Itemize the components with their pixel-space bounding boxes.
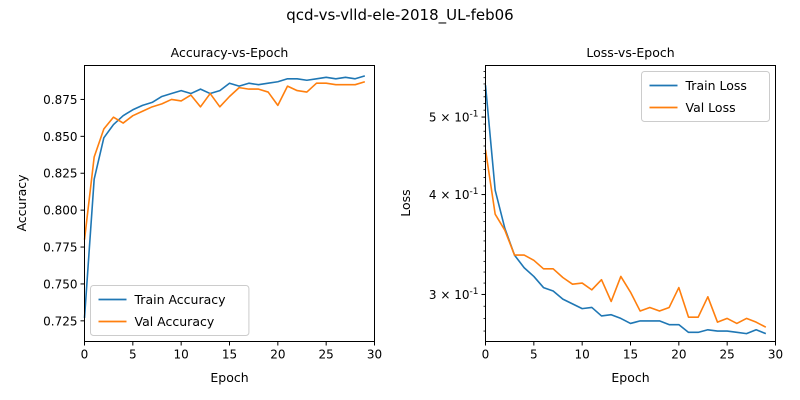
loss-xtick-label: 20	[671, 348, 686, 362]
loss-chart-xlabel: Epoch	[611, 370, 649, 385]
loss-xtick-label: 5	[530, 348, 538, 362]
accuracy-chart-ylabel: Accuracy	[14, 174, 29, 232]
figure-title: qcd-vs-vlld-ele-2018_UL-feb06	[286, 6, 513, 25]
loss-xtick-label: 10	[575, 348, 590, 362]
accuracy-series-line-val	[83, 80, 366, 240]
accuracy-xtick-label: 10	[174, 348, 189, 362]
loss-series-layer	[484, 85, 767, 335]
accuracy-chart-title: Accuracy-vs-Epoch	[171, 45, 289, 60]
accuracy-plot-frame	[84, 65, 375, 342]
loss-xtick-label: 15	[623, 348, 638, 362]
accuracy-chart-panel: Accuracy-vs-Epoch Epoch Accuracy 0 5 10 15 2…	[14, 45, 382, 385]
accuracy-ytick-label: 0.775	[43, 241, 77, 255]
loss-tick-layer: 0 5 10 15 20 25 30 3 × 10-1 4 × 10-1 5 × 10-1	[429, 71, 783, 362]
loss-series-line-val	[484, 149, 767, 328]
loss-chart-ylabel: Loss	[398, 189, 413, 216]
accuracy-legend-label: Train Accuracy	[134, 292, 227, 307]
loss-ytick-label: 4 × 10-1	[429, 187, 479, 202]
accuracy-ytick-label: 0.725	[43, 314, 77, 328]
loss-series-line-train	[484, 85, 767, 335]
accuracy-legend-box	[90, 285, 250, 336]
accuracy-xtick-label: 15	[222, 348, 237, 362]
loss-chart-panel: Loss-vs-Epoch Epoch Loss 0 5 10 15 20 25 30 3 ×…	[398, 45, 783, 385]
loss-ytick-label: 3 × 10-1	[429, 287, 479, 302]
accuracy-xtick-label: 20	[270, 348, 285, 362]
accuracy-series-line-train	[83, 75, 366, 318]
loss-legend-label: Val Loss	[686, 100, 736, 115]
loss-plot-frame	[485, 65, 776, 342]
loss-xtick-label: 30	[768, 348, 783, 362]
loss-ytick-label: 5 × 10-1	[429, 110, 479, 125]
loss-legend: Train Loss Val Loss	[641, 71, 770, 122]
loss-chart-title: Loss-vs-Epoch	[586, 45, 674, 60]
accuracy-tick-layer: 0 5 10 15 20 25 30 0.725 0.750 0.775 0.800 0.825 0.8…	[43, 93, 382, 362]
accuracy-ytick-label: 0.825	[43, 167, 77, 181]
loss-xtick-label: 0	[482, 348, 490, 362]
accuracy-xtick-label: 5	[129, 348, 137, 362]
accuracy-ytick-label: 0.750	[43, 277, 77, 291]
accuracy-chart-xlabel: Epoch	[210, 370, 248, 385]
accuracy-ytick-label: 0.800	[43, 204, 77, 218]
loss-legend-label: Train Loss	[685, 78, 747, 93]
accuracy-xtick-label: 30	[367, 348, 382, 362]
accuracy-legend: Train Accuracy Val Accuracy	[90, 285, 250, 336]
accuracy-xtick-label: 25	[319, 348, 334, 362]
accuracy-ytick-label: 0.850	[43, 130, 77, 144]
accuracy-legend-label: Val Accuracy	[135, 314, 215, 329]
loss-xtick-label: 25	[720, 348, 735, 362]
accuracy-ytick-label: 0.875	[43, 93, 77, 107]
accuracy-xtick-label: 0	[81, 348, 89, 362]
loss-legend-box	[641, 71, 770, 122]
accuracy-series-layer	[83, 75, 366, 318]
